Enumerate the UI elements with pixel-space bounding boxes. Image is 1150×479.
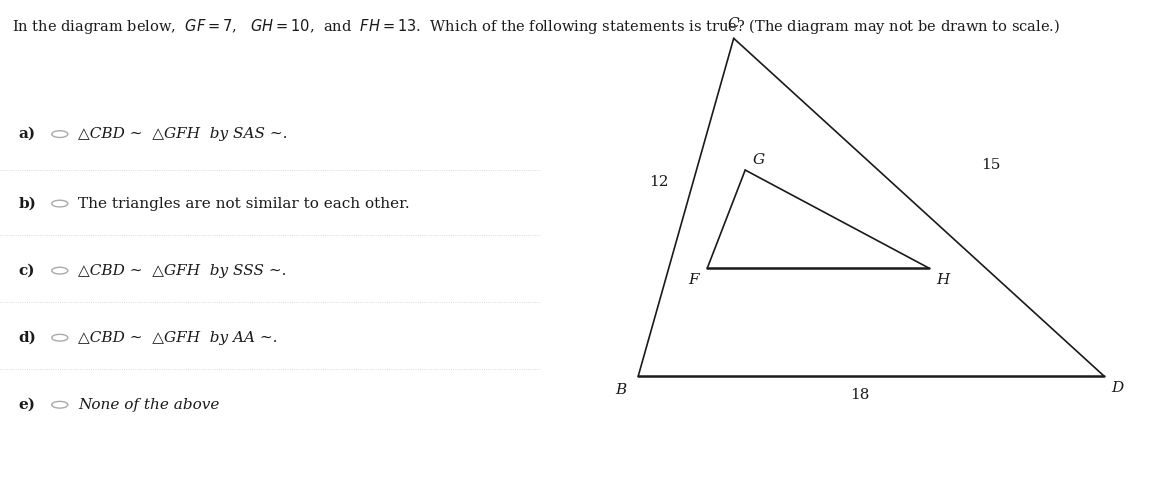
Text: B: B <box>615 383 627 398</box>
Text: G: G <box>753 153 765 168</box>
Text: a): a) <box>18 127 36 141</box>
Text: None of the above: None of the above <box>78 398 220 412</box>
Text: e): e) <box>18 398 36 412</box>
Text: The triangles are not similar to each other.: The triangles are not similar to each ot… <box>78 196 409 211</box>
Text: △CBD ∼  △GFH  by SSS ∼.: △CBD ∼ △GFH by SSS ∼. <box>78 263 286 278</box>
Text: d): d) <box>18 331 37 345</box>
Text: F: F <box>688 273 699 287</box>
Text: C: C <box>728 17 739 31</box>
Text: D: D <box>1112 381 1124 395</box>
Text: △CBD ∼  △GFH  by AA ∼.: △CBD ∼ △GFH by AA ∼. <box>78 331 277 345</box>
Text: H: H <box>936 273 950 287</box>
Text: 15: 15 <box>982 158 1000 172</box>
Text: △CBD ∼  △GFH  by SAS ∼.: △CBD ∼ △GFH by SAS ∼. <box>78 127 288 141</box>
Text: c): c) <box>18 263 34 278</box>
Text: 18: 18 <box>851 388 869 402</box>
Text: 12: 12 <box>650 175 668 189</box>
Text: In the diagram below,  $GF = 7$,   $GH = 10$,  and  $FH = 13$.  Which of the fol: In the diagram below, $GF = 7$, $GH = 10… <box>12 17 1059 36</box>
Text: b): b) <box>18 196 37 211</box>
